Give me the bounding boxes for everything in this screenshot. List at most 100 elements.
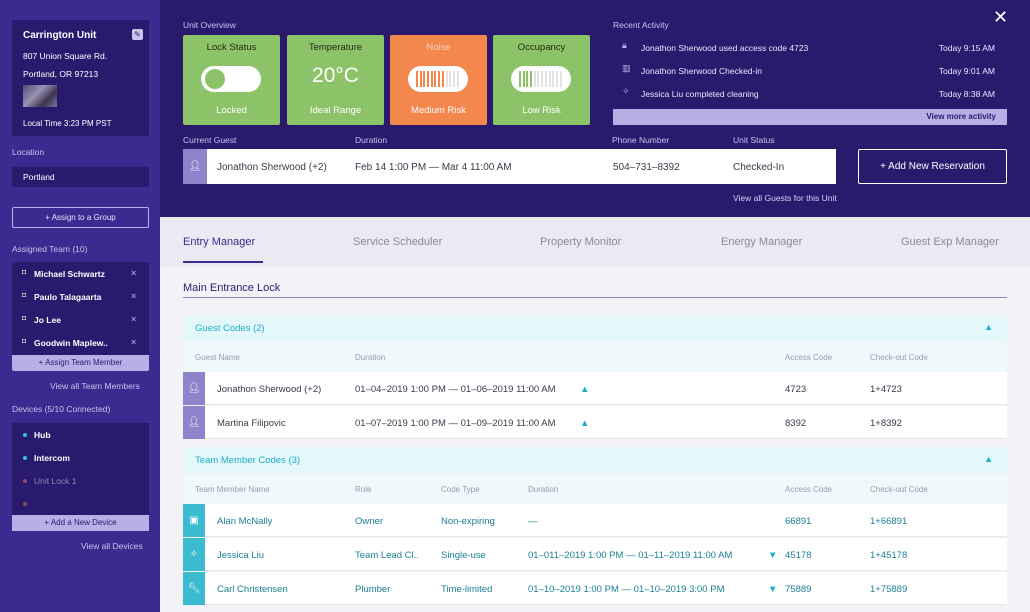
level-bar (430, 71, 433, 87)
team-codes-header[interactable]: Team Member Codes (3) ▲ (183, 447, 1007, 473)
level-bar (445, 71, 448, 87)
checkout-code: 1+45178 (870, 550, 908, 561)
view-more-activity-button[interactable]: View more activity (613, 109, 1007, 125)
device-row[interactable]: Unit Lock 1 (12, 470, 149, 492)
active-tab-underline (183, 261, 263, 263)
wrench-icon: 🔧︎ (183, 572, 205, 605)
team-member-row[interactable]: ◘ Goodwin Maplew.. × (12, 332, 149, 354)
member-name: Carl Christensen (217, 584, 288, 595)
lock-toggle[interactable] (201, 66, 261, 92)
unit-status: Checked-In (733, 162, 785, 173)
level-bar (419, 71, 422, 87)
unit-overview-label: Unit Overview (183, 20, 236, 30)
access-code: 75889 (785, 584, 812, 595)
unit-status-label: Unit Status (733, 135, 775, 145)
level-bar (434, 71, 437, 87)
member-role: Plumber (355, 584, 391, 595)
assign-group-button[interactable]: + Assign to a Group (12, 207, 149, 228)
temperature-value: 20°C (312, 64, 359, 87)
level-bar (541, 71, 544, 87)
status-dot-icon (23, 433, 27, 437)
column-header: Team Member Name (195, 485, 270, 494)
lock-icon: 🔒︎ (622, 40, 627, 50)
sparkle-icon: ✧ (622, 86, 630, 96)
column-header: Code Type (441, 485, 480, 494)
expand-arrow-icon[interactable]: ▲ (580, 384, 590, 395)
tab-property-monitor[interactable]: Property Monitor (540, 236, 622, 248)
current-guest-label: Current Guest (183, 135, 237, 145)
table-row[interactable]: 👤︎ Martina Filipovic 01–07–2019 1:00 PM … (183, 406, 1007, 439)
device-name: Unit Lock 1 (34, 476, 77, 486)
level-bar (526, 71, 529, 87)
expand-arrow-icon[interactable]: ▲ (580, 418, 590, 429)
member-name: Jessica Liu (217, 550, 264, 561)
guest-codes-header[interactable]: Guest Codes (2) ▲ (183, 315, 1007, 341)
devices-label: Devices (5/10 Connected) (12, 404, 111, 414)
location-label: Location (12, 147, 45, 157)
remove-icon[interactable]: × (131, 291, 137, 301)
unit-photo (23, 85, 57, 107)
noise-tile[interactable]: Noise Medium Risk (390, 35, 487, 125)
tab-service-scheduler[interactable]: Service Scheduler (353, 236, 443, 248)
device-row[interactable]: Intercom (12, 447, 149, 469)
table-row[interactable]: 👤︎ Jonathon Sherwood (+2) 01–04–2019 1:0… (183, 372, 1007, 405)
noise-level-meter (408, 66, 468, 92)
activity-row: 🔒︎ Jonathon Sherwood used access code 47… (613, 36, 1007, 59)
level-bar (449, 71, 452, 87)
person-icon: ◘ (22, 269, 27, 276)
device-row[interactable]: Hub (12, 424, 149, 446)
activity-row: ✧ Jessica Liu completed cleaning Today 8… (613, 82, 1007, 105)
edit-icon[interactable]: ✎ (132, 29, 143, 40)
assign-team-member-button[interactable]: + Assign Team Member (12, 355, 149, 371)
view-all-devices-link[interactable]: View all Devices (81, 541, 143, 551)
view-all-team-link[interactable]: View all Team Members (50, 381, 140, 391)
code-type: Non-expiring (441, 516, 495, 527)
occupancy-tile[interactable]: Occupancy Low Risk (493, 35, 590, 125)
column-header: Duration (528, 485, 559, 494)
person-icon: 👤︎ (183, 406, 205, 439)
tab-guest-exp-manager[interactable]: Guest Exp Manager (901, 236, 999, 248)
temperature-tile[interactable]: Temperature 20°C Ideal Range (287, 35, 384, 125)
remove-icon[interactable]: × (131, 337, 137, 347)
activity-time: Today 9:15 AM (938, 43, 995, 53)
tile-title: Noise (426, 42, 451, 53)
table-row[interactable]: 🔧︎ Carl Christensen Plumber Time-limited… (183, 572, 1007, 605)
member-role: Team Lead Cl.. (355, 550, 419, 561)
table-row[interactable]: ✧ Jessica Liu Team Lead Cl.. Single-use … (183, 538, 1007, 571)
level-bar (519, 71, 521, 87)
view-all-guests-link[interactable]: View all Guests for this Unit (733, 193, 837, 203)
tile-status: Ideal Range (309, 105, 362, 116)
column-header: Check-out Code (870, 485, 928, 494)
lock-status-tile[interactable]: Lock Status Locked (183, 35, 280, 125)
device-row[interactable] (12, 493, 149, 515)
access-code: 45178 (785, 550, 812, 561)
tab-entry-manager[interactable]: Entry Manager (183, 236, 256, 248)
level-bar (559, 71, 562, 87)
code-duration: — (528, 516, 538, 527)
tab-energy-manager[interactable]: Energy Manager (721, 236, 803, 248)
level-bar (533, 71, 536, 87)
remove-icon[interactable]: × (131, 314, 137, 324)
close-icon[interactable]: ✕ (993, 7, 1009, 27)
expand-arrow-icon[interactable]: ▼ (768, 584, 778, 595)
add-reservation-button[interactable]: + Add New Reservation (858, 149, 1007, 184)
collapse-arrow-icon[interactable]: ▲ (984, 454, 993, 464)
tile-status: Medium Risk (411, 105, 466, 116)
duration-label: Duration (355, 135, 388, 145)
team-codes-columns: Team Member Name Role Code Type Duration… (183, 475, 1007, 503)
team-member-row[interactable]: ◘ Jo Lee × (12, 309, 149, 331)
recent-activity-label: Recent Activity (613, 20, 669, 30)
location-field[interactable]: Portland (12, 167, 149, 187)
activity-text: Jessica Liu completed cleaning (641, 89, 759, 99)
device-name: Hub (34, 430, 51, 440)
remove-icon[interactable]: × (131, 268, 137, 278)
guest-name: Jonathon Sherwood (+2) (217, 162, 327, 173)
guest-phone: 504–731–8392 (613, 162, 680, 173)
collapse-arrow-icon[interactable]: ▲ (984, 322, 993, 332)
expand-arrow-icon[interactable]: ▼ (768, 550, 778, 561)
table-row[interactable]: ▣ Alan McNally Owner Non-expiring — 6689… (183, 504, 1007, 537)
team-member-row[interactable]: ◘ Paulo Talagaarta × (12, 286, 149, 308)
add-device-button[interactable]: + Add a New Device (12, 515, 149, 531)
current-guest-row[interactable]: 👤︎ Jonathon Sherwood (+2) Feb 14 1:00 PM… (183, 149, 836, 184)
team-member-row[interactable]: ◘ Michael Schwartz × (12, 263, 149, 285)
